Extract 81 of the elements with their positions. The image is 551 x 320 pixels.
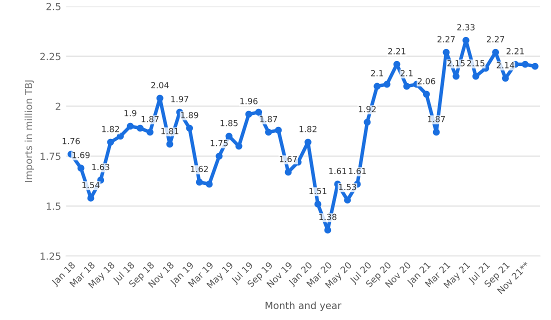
data-label: 1.97 [171,96,188,102]
x-axis-title: Month and year [266,302,342,311]
data-label: 2.04 [151,82,169,88]
y-tick-label: 2.5 [46,2,60,10]
point [146,128,154,136]
point [472,72,480,80]
data-label: 1.76 [62,138,80,144]
data-label: 1.81 [161,128,178,134]
point [432,128,440,136]
data-label: 1.85 [220,120,238,126]
point [126,122,134,130]
data-label: 1.63 [92,164,110,170]
data-label: 1.89 [181,112,198,118]
data-label: 1.62 [191,166,208,172]
point [186,124,193,132]
y-tick-label: 2.25 [40,52,60,60]
point [403,82,410,90]
data-label: 1.9 [124,110,136,116]
data-label: 1.96 [240,98,258,104]
data-label: 1.69 [72,152,90,158]
point [255,108,262,116]
point [274,126,282,134]
point [532,62,539,70]
data-label: 2.21 [506,48,524,54]
data-label: 1.61 [348,168,366,174]
data-label: 1.92 [358,106,376,112]
data-label: 1.38 [319,214,336,220]
point [492,48,500,56]
point [364,118,371,126]
data-label: 2.27 [438,36,455,42]
data-label: 2.1 [400,70,413,76]
data-label: 2.15 [447,60,465,66]
data-label: 2.14 [496,62,514,68]
data-label: 1.82 [300,126,316,132]
y-axis-title: Imports in million TBJ [24,80,34,182]
point [284,168,292,176]
data-label: 1.75 [210,140,228,146]
point [216,152,223,160]
point [324,226,332,234]
data-label: 2.21 [388,48,406,54]
data-label: 2.06 [418,78,436,84]
point [206,180,213,188]
point [422,90,430,98]
data-label: 1.82 [102,126,119,132]
data-label: 1.87 [142,116,159,122]
data-label: 1.54 [82,182,100,188]
point [166,140,174,148]
data-label: 1.67 [280,156,297,162]
data-label: 2.27 [486,36,504,42]
point [245,110,252,118]
point [452,72,460,80]
point [116,132,124,140]
y-tick-label: 1.75 [40,152,60,160]
point [156,94,164,102]
data-label: 2.33 [457,24,475,30]
point [226,132,232,140]
point [136,124,144,132]
point [87,194,94,202]
point [374,82,381,90]
data-label: 1.61 [329,168,346,174]
point [196,178,203,186]
data-label: 1.87 [260,116,278,122]
data-label: 1.87 [428,116,445,122]
point [107,138,114,146]
point [304,138,312,146]
point [314,200,322,208]
point [344,196,351,204]
point [522,60,529,68]
y-tick-label: 1.25 [40,252,60,260]
data-label: 2.1 [371,70,383,76]
data-label: 2.15 [467,60,484,66]
point [383,80,390,88]
point [77,164,84,172]
y-tick-label: 2 [56,102,60,110]
data-label: 1.53 [339,184,356,190]
point [265,128,272,136]
data-label: 1.51 [309,188,326,194]
point [235,142,242,150]
y-tick-label: 1.5 [46,202,60,210]
point [442,48,450,56]
point [462,36,470,44]
